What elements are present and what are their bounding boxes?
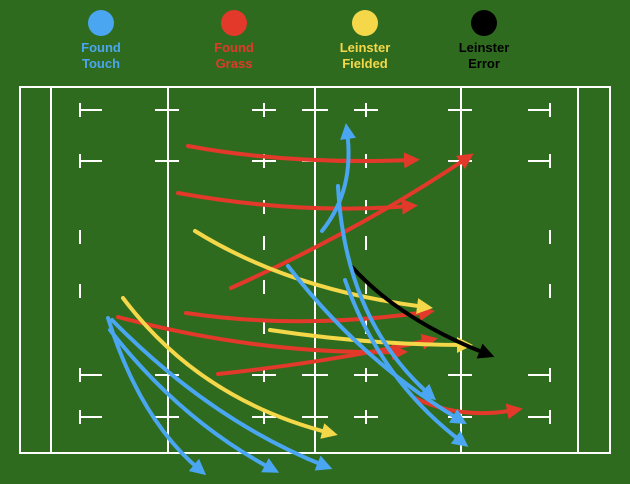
pitch-lines	[19, 86, 611, 454]
legend-label-touch: Found Touch	[81, 40, 121, 71]
kick-touch-2	[336, 184, 436, 401]
kick-fielded-2	[268, 328, 473, 353]
legend-dot-touch	[88, 10, 114, 36]
kick-grass-5	[116, 315, 408, 361]
legend-dot-fielded	[352, 10, 378, 36]
legend-dot-error	[471, 10, 497, 36]
kick-grass-4	[184, 305, 435, 324]
kick-touch-4	[343, 278, 469, 447]
kick-touch-3	[286, 264, 467, 425]
legend-found-touch: Found Touch	[41, 8, 161, 72]
legend-label-error: Leinster Error	[458, 40, 510, 71]
kick-error-1	[350, 265, 495, 359]
kick-grass-2	[176, 191, 418, 215]
kick-grass-1	[186, 144, 420, 169]
right-5m-marks	[528, 103, 551, 424]
cross-22-left	[155, 109, 179, 418]
legend-label-grass: Found Grass	[214, 40, 254, 71]
kick-touch-1	[320, 123, 357, 233]
cross-10m-left	[252, 103, 276, 424]
legend-dot-grass	[221, 10, 247, 36]
cross-10m-right	[354, 103, 378, 424]
kick-touch-7	[106, 316, 207, 476]
kick-touch-5	[110, 318, 333, 471]
kicks-leinster-error	[350, 265, 495, 359]
kick-grass-3	[229, 153, 474, 290]
left-5m-marks	[79, 103, 102, 424]
legend-leinster-fielded: Leinster Fielded	[305, 8, 425, 72]
legend-label-fielded: Leinster Fielded	[339, 40, 391, 71]
kicks-found-touch	[106, 123, 469, 476]
legend-found-grass: Found Grass	[174, 8, 294, 72]
kick-fielded-3	[121, 296, 338, 439]
legend-leinster-error: Leinster Error	[424, 8, 544, 72]
kicks-found-grass	[116, 144, 523, 420]
kick-touch-6	[108, 328, 280, 473]
